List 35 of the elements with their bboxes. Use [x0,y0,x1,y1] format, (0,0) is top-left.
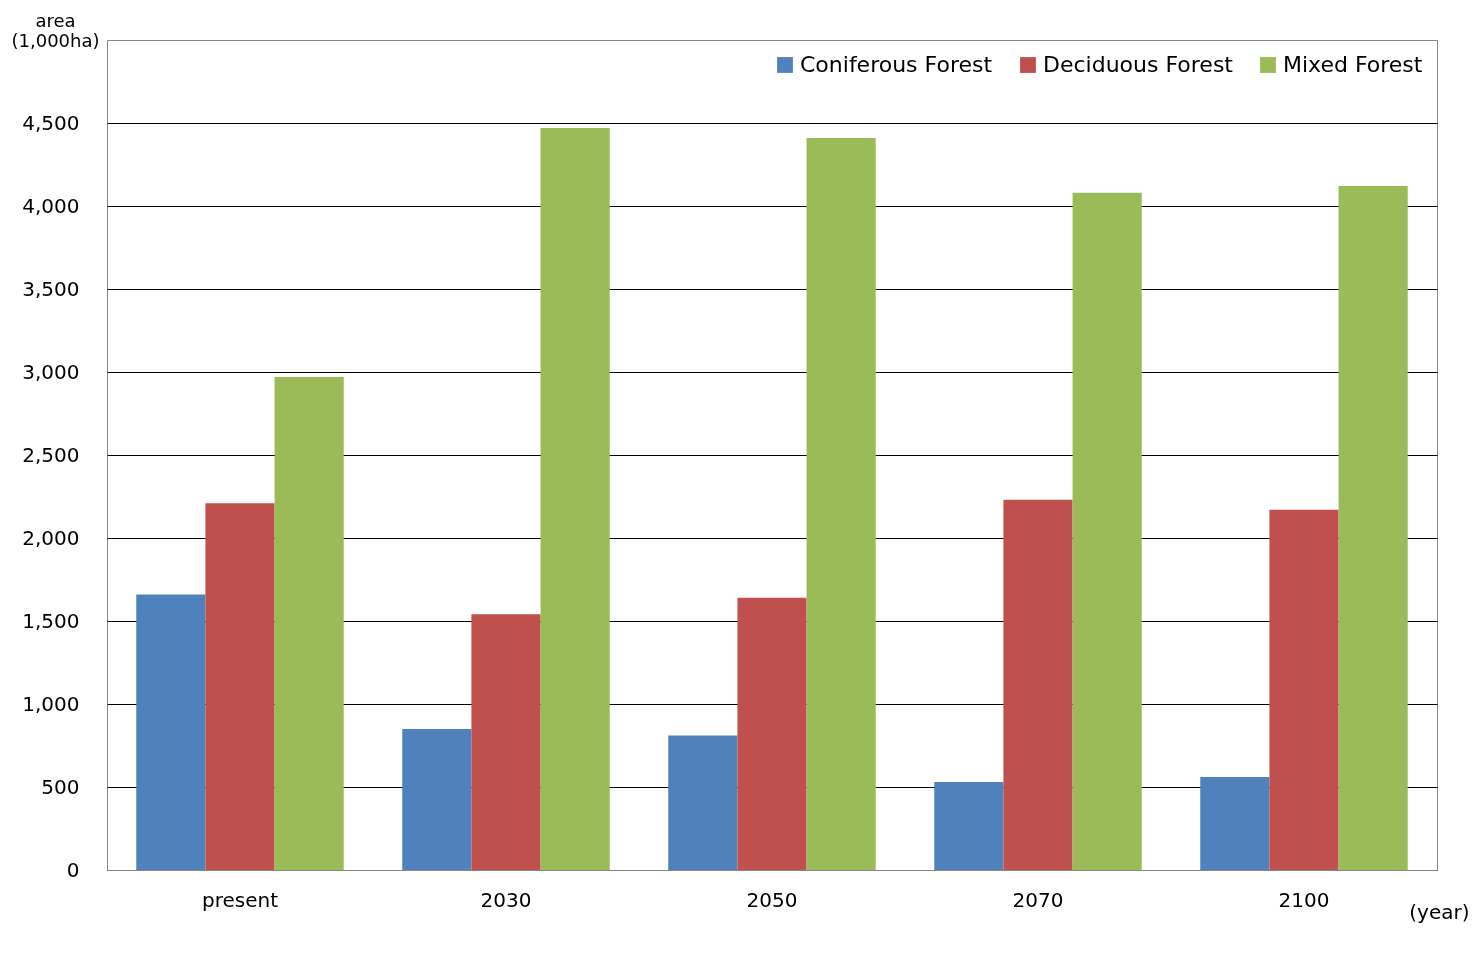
y-tick-label: 4,500 [22,110,80,135]
legend-label: Mixed Forest [1283,52,1423,77]
y-tick-label: 1,500 [22,608,80,633]
y-tick-label: 2,000 [22,525,80,550]
y-tick-label: 1,000 [22,691,80,716]
bar [540,127,610,870]
bar [136,594,206,870]
bar [274,376,344,870]
x-axis-title: (year) [1409,899,1470,924]
bar [471,614,541,870]
y-tick-label: 4,000 [22,193,80,218]
x-tick-label: 2030 [480,887,532,912]
bar [1200,777,1270,870]
y-tick-label: 3,500 [22,276,80,301]
bar [1072,192,1142,870]
bar [1269,509,1339,870]
bar [1003,499,1073,870]
y-tick-label: 500 [41,774,80,799]
y-tick-label: 0 [66,857,80,882]
x-tick-label: 2100 [1278,887,1330,912]
y-tick-label: 3,000 [22,359,80,384]
legend-label: Coniferous Forest [800,52,993,77]
bar [806,137,876,870]
x-tick-label: 2070 [1012,887,1064,912]
bar [1338,186,1408,870]
bar [205,503,275,870]
y-axis-title: area (1,000ha) [11,9,100,51]
x-tick-label: present [201,887,279,912]
bar [737,597,807,870]
bar [402,728,472,870]
legend-label: Deciduous Forest [1043,52,1234,77]
x-tick-label: 2050 [746,887,798,912]
y-tick-label: 2,500 [22,442,80,467]
bar [668,735,738,870]
bar [934,782,1004,870]
